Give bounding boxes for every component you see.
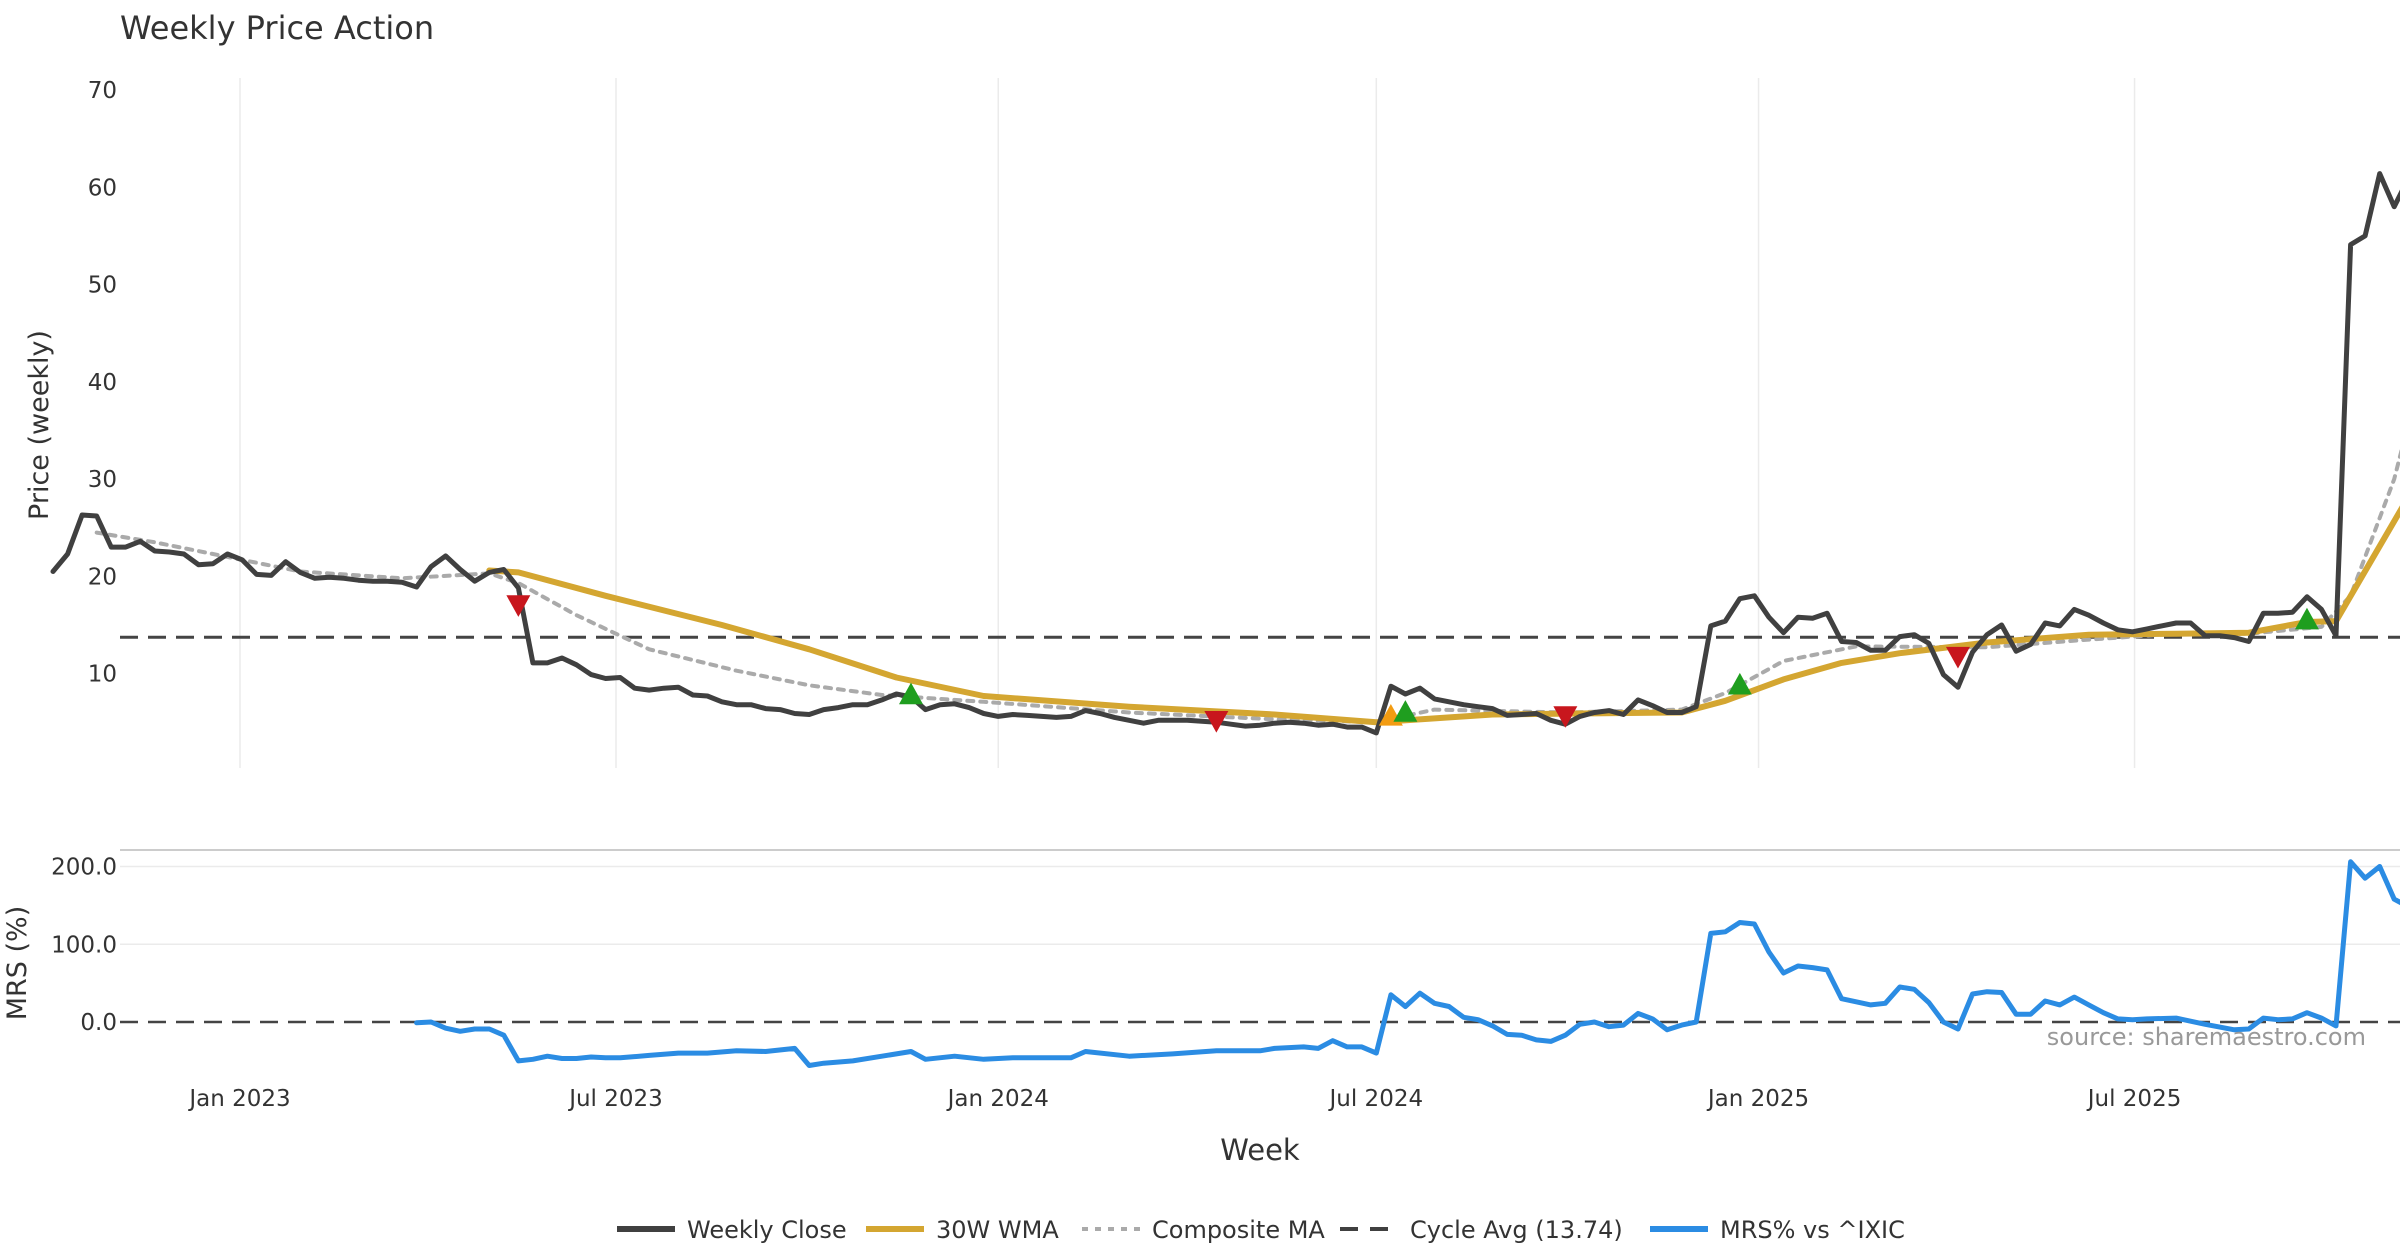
legend-label: 30W WMA (936, 1216, 1059, 1244)
signal-marker-up (2294, 607, 2319, 630)
chart-title: Weekly Price Action (120, 9, 434, 47)
price-grid (239, 78, 2136, 768)
mrs-y-tick-label: 200.0 (51, 855, 117, 881)
mrs-y-tick-label: 100.0 (51, 932, 117, 958)
legend-label: MRS% vs ^IXIC (1720, 1216, 1905, 1244)
source-note: source: sharemaestro.com (2047, 1023, 2366, 1051)
signal-marker-down (1553, 706, 1578, 728)
mrs-y-tick-label: 0.0 (80, 1010, 117, 1036)
x-axis-label: Week (1220, 1133, 1300, 1167)
legend-label: Composite MA (1152, 1216, 1325, 1244)
x-tick-label: Jul 2024 (1328, 1086, 1424, 1112)
price-y-tick-label: 10 (88, 662, 117, 688)
mrs-grid (120, 865, 2400, 1024)
x-tick-label: Jul 2025 (2086, 1086, 2182, 1112)
series-line-weekly-close (50, 171, 2400, 736)
series-line-mrs (414, 859, 2400, 1068)
legend: Weekly Close 30W WMA Composite MA Cycle Avg… (617, 1216, 1905, 1244)
x-tick-label: Jan 2025 (1706, 1086, 1809, 1112)
price-y-tick-label: 20 (88, 564, 117, 590)
price-series (50, 171, 2400, 736)
price-y-tick-label: 60 (88, 175, 117, 201)
legend-label: Weekly Close (687, 1216, 847, 1244)
price-markers (506, 595, 2319, 733)
price-y-tick-label: 70 (88, 78, 117, 104)
price-y-tick-label: 30 (88, 467, 117, 493)
signal-marker-up (1727, 672, 1752, 695)
x-tick-label: Jan 2024 (946, 1086, 1049, 1112)
price-y-tick-label: 50 (88, 273, 117, 299)
series-line-composite-ma (94, 448, 2400, 725)
price-y-tick-label: 40 (88, 370, 117, 396)
x-tick-label: Jan 2023 (187, 1086, 290, 1112)
x-ticks: Jan 2023 Jul 2023 Jan 2024 Jul 2024 Jan 2025… (187, 1086, 2181, 1112)
signal-marker-up (1393, 700, 1418, 722)
signal-marker-up (898, 682, 923, 705)
mrs-series (414, 859, 2400, 1068)
x-tick-label: Jul 2023 (567, 1086, 663, 1112)
signal-marker-down (506, 595, 531, 617)
legend-label: Cycle Avg (13.74) (1410, 1216, 1623, 1244)
signal-marker-down (1945, 646, 1970, 669)
mrs-y-axis-label: MRS (%) (2, 906, 33, 1021)
price-y-ticks: 10 20 30 40 50 60 70 (88, 78, 117, 688)
signal-marker-down (1204, 711, 1229, 733)
price-y-axis-label: Price (weekly) (24, 330, 55, 520)
mrs-y-ticks: 0.0 100.0 200.0 (51, 855, 117, 1037)
series-line-30w-wma (486, 505, 2400, 726)
